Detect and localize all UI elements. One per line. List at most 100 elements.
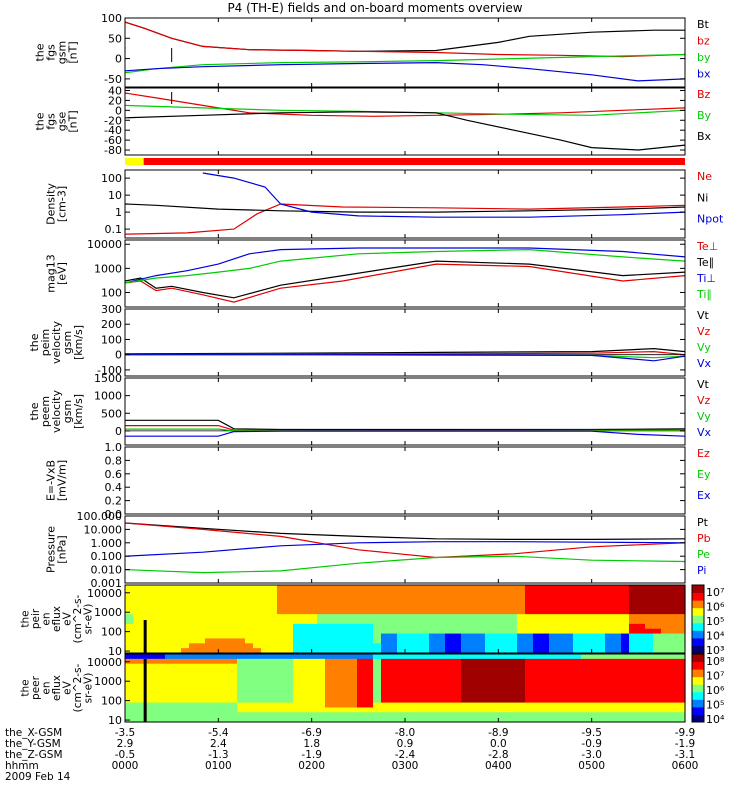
spectrogram-cell [389,692,398,699]
spectrogram-cell [285,678,294,684]
spectrogram-cell [245,668,254,675]
spectrogram-cell [549,599,558,606]
spectrogram-cell [333,683,342,689]
legend-entry-ni: Ni [697,191,708,204]
spectrogram-cell [165,638,174,644]
spectrogram-cell [149,697,158,704]
y-axis-label: gse [56,112,69,132]
spectrogram-cell [133,678,142,684]
spectrogram-cell [605,678,614,684]
spectrogram-cell [405,638,414,644]
spectrogram-cell [301,702,310,709]
spectrogram-cell [605,697,614,704]
colorbar-segment [692,607,704,616]
spectrogram-cell [125,663,134,670]
spectrogram-cell [493,707,502,713]
spectrogram-cell [125,654,134,660]
spectrogram-cell [405,654,414,660]
spectrogram-cell [133,614,142,620]
spectrogram-cell [261,594,270,601]
spectrogram-cell [309,594,318,601]
spectrogram-cell [517,702,526,709]
spectrogram-cell [365,633,374,640]
spectrogram-cell [285,692,294,699]
spectrogram-cell [133,604,142,610]
spectrogram-cell [373,692,382,699]
spectrogram-cell [477,633,486,640]
spectrogram-cell [165,668,174,675]
spectrogram-cell [333,604,342,610]
spectrogram-cell [629,599,638,606]
spectrogram-cell [341,663,350,670]
spectrogram-cell [581,643,590,649]
spectrogram-cell [581,589,590,596]
spectrogram-cell [413,668,422,675]
legend-entry-bx: bx [697,67,711,80]
spectrogram-cell [541,623,550,630]
spectrogram-cell [357,614,366,620]
peir_spec-panel: 10000100010010thepeirenefluxeV(cm^2-s-sr… [20,584,725,658]
spectrogram-cell [501,585,510,591]
spectrogram-cell [485,668,494,675]
spectrogram-cell [469,599,478,606]
spectrogram-cell [405,668,414,675]
spectrogram-cell [429,643,438,649]
spectrogram-cell [533,673,542,679]
spectrogram-cell [309,638,318,644]
spectrogram-cell [501,609,510,615]
ephemeris-value: 0.0 [490,738,507,750]
y-tick-label: -50 [104,73,122,86]
spectrogram-cell [541,628,550,635]
spectrogram-cell [165,594,174,601]
spectrogram-cell [605,585,614,591]
spectrogram-cell [285,702,294,709]
y-tick-label: 100 [101,626,122,639]
y-tick-label: 1.000 [91,537,123,550]
spectrogram-cell [533,589,542,596]
spectrogram-cell [557,594,566,601]
spectrogram-cell [429,697,438,704]
spectrogram-cell [597,619,606,625]
spectrogram-cell [325,594,334,601]
spectrogram-cell [317,633,326,640]
spectrogram-cell [613,619,622,625]
spectrogram-cell [421,678,430,684]
colorbar-segment [692,714,704,723]
ephemeris-value: -1.3 [208,749,229,761]
spectrogram-cell [205,688,214,694]
spectrogram-cell [637,604,646,610]
spectrogram-cell [165,673,174,679]
spectrogram-cell [357,658,366,665]
spectrogram-cell [661,654,670,660]
spectrogram-cell [605,654,614,660]
colorbar-segment [692,600,704,609]
spectrogram-cell [133,599,142,606]
spectrogram-cell [317,658,326,665]
y-tick-label: 0.1 [105,223,123,236]
spectrogram-cell [621,678,630,684]
y-tick-label: 50 [108,32,122,45]
spectrogram-cell [405,609,414,615]
spectrogram-cell [373,604,382,610]
ephemeris-value: 2.4 [210,738,227,750]
spectrogram-cell [421,604,430,610]
spectrogram-cell [501,673,510,679]
spectrogram-cell [245,638,254,644]
spectrogram-cell [677,702,686,709]
mode-bar [125,158,685,165]
spectrogram-cell [293,604,302,610]
spectrogram-cell [197,678,206,684]
spectrogram-cell [309,609,318,615]
spectrogram-cell [397,599,406,606]
spectrogram-cell [269,683,278,689]
spectrogram-cell [405,673,414,679]
spectrogram-cell [605,673,614,679]
spectrogram-cell [229,658,238,665]
spectrogram-cell [453,623,462,630]
spectrogram-cell [549,692,558,699]
spectrogram-cell [581,648,590,654]
spectrogram-cell [205,594,214,601]
spectrogram-cell [181,619,190,625]
spectrogram-cell [285,683,294,689]
